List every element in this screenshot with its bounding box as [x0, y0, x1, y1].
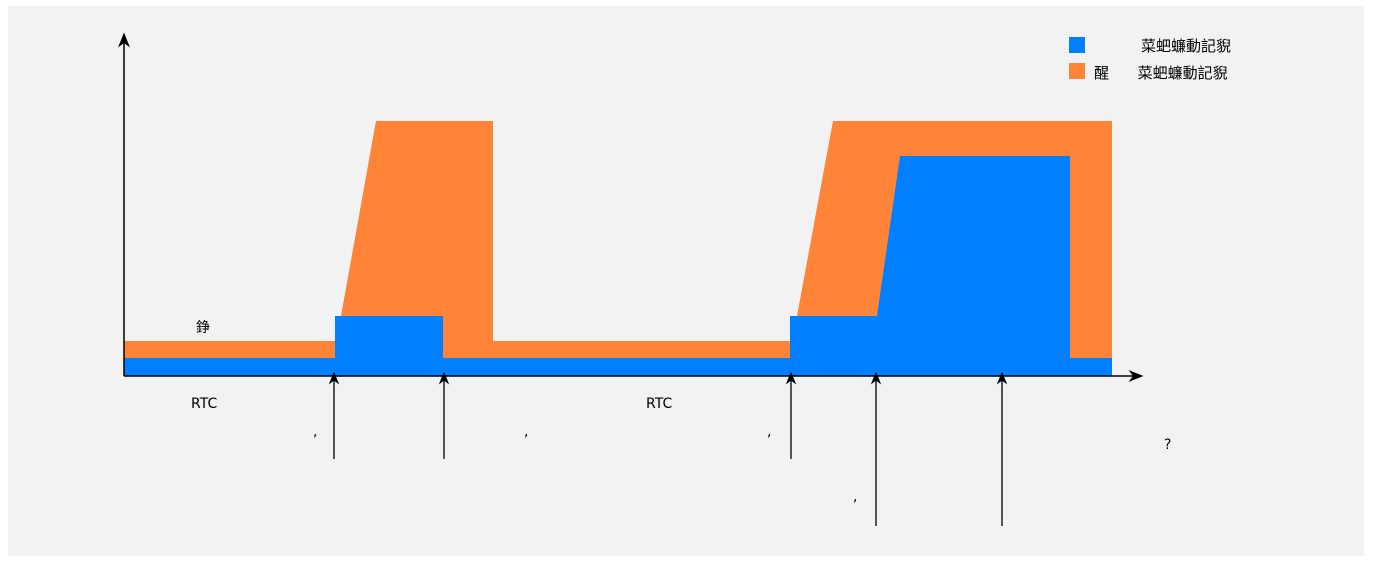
mark-label-3: , [767, 424, 771, 440]
orange-area-pulse-1 [335, 121, 493, 358]
orange-area-baseline-middle [493, 341, 790, 358]
legend-swatch-blue [1069, 37, 1085, 53]
mark-label-2: , [524, 424, 528, 440]
orange-band-label: 錚 [196, 319, 210, 336]
blue-area-pulse-1 [335, 316, 443, 376]
blue-area-pulse-2 [790, 156, 1070, 376]
legend-label-blue: 菜蚆蠊動記貎 [1141, 37, 1231, 55]
mark-label-1: , [313, 424, 317, 440]
mark-label-5: ? [1164, 437, 1171, 453]
mark-label-4: , [853, 489, 857, 505]
diagram-panel [8, 6, 1364, 556]
legend-swatch-orange [1069, 63, 1085, 79]
rtc-label-right: RTC [646, 396, 672, 412]
rtc-label-left: RTC [191, 396, 217, 412]
legend-label-orange: 醒 菜蚆蠊動記貎 [1094, 64, 1228, 82]
orange-area-baseline-left [124, 341, 335, 358]
